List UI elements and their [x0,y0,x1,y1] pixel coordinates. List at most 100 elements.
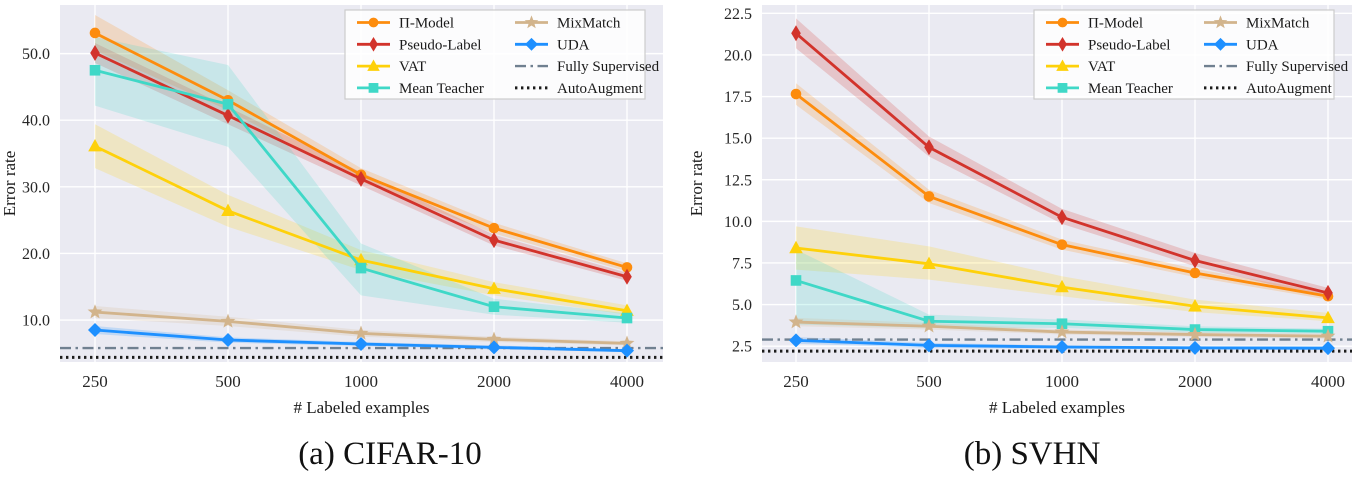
marker-diamond [1214,37,1227,51]
reference-lines [762,338,1352,353]
y-tick-label: 40.0 [22,113,50,130]
marker-star [921,318,937,333]
legend-label: UDA [557,37,590,53]
marker-circle [790,88,802,100]
y-axis-label: Error rate [0,151,19,217]
x-axis-label: # Labeled examples [294,398,430,417]
marker-star [220,313,236,328]
marker-square [621,312,633,324]
legend-label: AutoAugment [1246,81,1333,97]
x-tick-label: 4000 [1311,372,1345,391]
series-uda [88,323,634,358]
marker-thin-diamond [1058,36,1067,52]
marker-diamond [487,340,501,355]
tick-labels: 2.5 5.0 7.5 10.0 12.5 15.0 17.5 20.0 22.5 250 500 1… [724,6,1345,391]
marker-circle [1057,17,1068,28]
legend-label: VAT [1088,59,1115,75]
y-tick-label: 12.5 [724,172,752,189]
series-vat [88,139,634,316]
series-model [790,88,1334,302]
series-mixmatch [788,314,1336,343]
y-tick-label: 20.0 [22,246,50,263]
x-tick-label: 1000 [344,372,378,391]
marker-circle [1189,267,1201,279]
marker-triangle [221,203,235,217]
legend-item-uda: UDA [1204,37,1279,53]
marker-diamond [525,37,538,51]
marker-square [1056,318,1068,330]
series-vat [789,240,1335,324]
marker-square [488,301,500,313]
marker-square [368,83,379,93]
marker-star [1187,326,1203,341]
legend-box [344,9,646,100]
y-tick-label: 30.0 [22,179,50,196]
marker-triangle [1055,279,1069,293]
marker-star [619,335,635,350]
x-tick-label: 250 [783,372,809,391]
legend-label: MixMatch [1246,16,1310,32]
series-uda [789,333,1335,356]
legend-item-pseudo-label: Pseudo-Label [357,36,481,53]
marker-triangle [487,281,501,294]
x-tick-label: 500 [215,372,241,391]
marker-star [524,15,539,29]
caption-svhn: (b) SVHN [963,436,1101,472]
band-mean-teacher [796,249,1328,334]
marker-star [486,331,502,346]
legend: Π-Model Pseudo-Label VAT Mean Teacher MixMat… [1033,9,1349,100]
marker-star [788,314,804,329]
svhn-error-rate-chart: 2.5 5.0 7.5 10.0 12.5 15.0 17.5 20.0 22.5 250 500 1… [687,5,1352,417]
marker-circle [89,27,101,39]
x-tick-label: 2000 [1178,372,1212,391]
marker-triangle [88,139,102,152]
marker-star [1320,328,1336,343]
marker-thin-diamond [90,44,100,61]
marker-thin-diamond [223,107,233,124]
legend-label: Fully Supervised [1246,59,1349,75]
legend-item-autoaugment: AutoAugment [1204,81,1333,97]
chart-panel-cifar10: 10.0 20.0 30.0 40.0 50.0 250 500 1000 2000 4000 # … [0,5,663,472]
legend-label: UDA [1246,37,1279,53]
marker-thin-diamond [1323,284,1333,301]
marker-square [1057,83,1068,93]
legend-label: VAT [399,59,426,75]
marker-square [89,64,101,76]
marker-thin-diamond [622,268,632,285]
legend-item-model: Π-Model [1046,16,1143,32]
legend-label: Π-Model [399,16,454,32]
marker-diamond [620,343,634,358]
marker-star [87,304,103,319]
legend-label: Mean Teacher [399,81,484,97]
legend-item-mean-teacher: Mean Teacher [1046,81,1173,97]
marker-thin-diamond [1057,209,1067,226]
legend-item-model: Π-Model [357,16,454,32]
legend-item-fully-supervised: Fully Supervised [515,59,660,75]
y-tick-label: 20.0 [724,47,752,64]
marker-circle [488,222,500,234]
legend: Π-Model Pseudo-Label VAT Mean Teacher MixMat… [344,9,660,100]
legend-label: Pseudo-Label [399,37,481,53]
marker-circle [1056,239,1068,250]
marker-diamond [354,337,368,352]
legend-label: Π-Model [1088,16,1143,32]
marker-triangle [367,59,380,71]
marker-diamond [1188,340,1202,355]
y-tick-label: 15.0 [724,131,752,148]
y-tick-label: 7.5 [732,255,752,272]
y-tick-label: 22.5 [724,6,752,23]
marker-diamond [1055,340,1069,355]
legend-item-mixmatch: MixMatch [1204,15,1310,32]
series-mixmatch [87,304,635,350]
series-mean-teacher [89,64,633,324]
legend-label: AutoAugment [557,81,644,97]
x-tick-label: 2000 [477,372,511,391]
marker-thin-diamond [1190,252,1200,269]
x-axis-label: # Labeled examples [989,398,1125,417]
y-tick-label: 50.0 [22,46,50,63]
marker-star [1213,15,1228,29]
legend-label: Pseudo-Label [1088,37,1170,53]
legend-label: Mean Teacher [1088,81,1173,97]
legend-label: Fully Supervised [557,59,660,75]
